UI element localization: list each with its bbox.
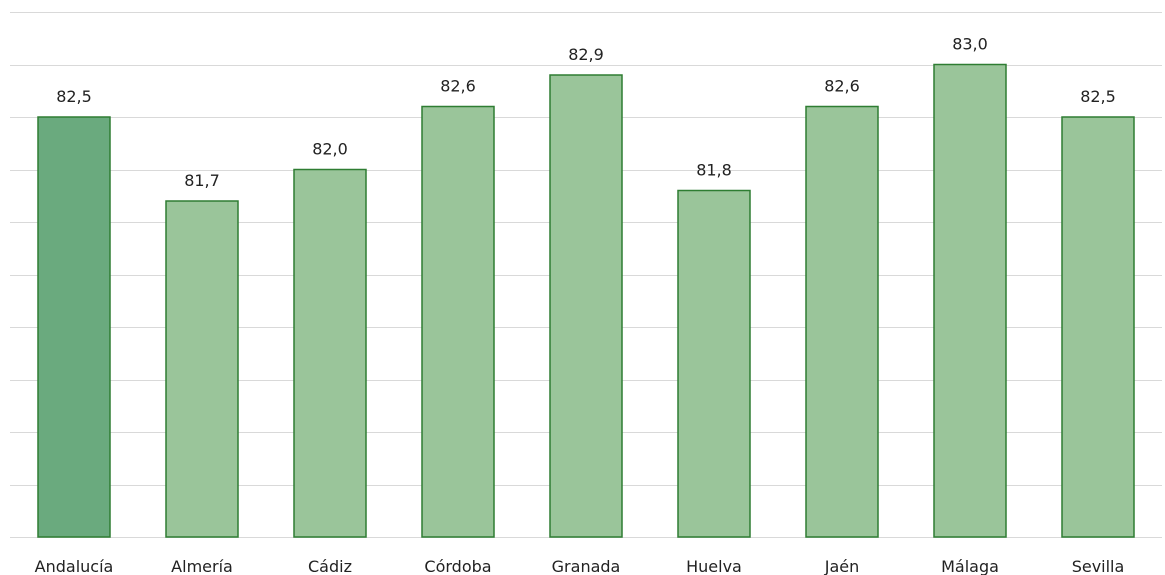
data-label: 83,0 (952, 35, 988, 54)
x-tick-label: Sevilla (1072, 557, 1125, 575)
x-tick-label: Málaga (941, 557, 999, 575)
data-label: 81,8 (696, 161, 732, 180)
bar-jaén (805, 105, 879, 538)
data-label: 82,0 (312, 140, 348, 159)
bar-granada (549, 74, 623, 538)
x-tick-label: Andalucía (35, 557, 114, 575)
bar-córdoba (421, 105, 495, 538)
x-tick-label: Granada (552, 557, 621, 575)
x-tick-label: Huelva (686, 557, 742, 575)
bar-cádiz (293, 168, 367, 538)
x-tick-label: Almería (171, 557, 233, 575)
x-tick-label: Jaén (824, 557, 860, 575)
data-label: 82,5 (1080, 87, 1116, 106)
data-label: 81,7 (184, 171, 220, 190)
x-tick-label: Cádiz (308, 557, 352, 575)
data-label: 82,6 (824, 77, 860, 96)
x-tick-labels: Andalucía Almería Cádiz Córdoba Granada Huelv… (35, 557, 1125, 575)
x-tick-label: Córdoba (424, 557, 491, 575)
data-label: 82,6 (440, 77, 476, 96)
data-label: 82,5 (56, 87, 92, 106)
data-label: 82,9 (568, 45, 604, 64)
bar-almería (165, 200, 239, 538)
bar-andalucía (37, 116, 111, 538)
bar-huelva (677, 189, 751, 538)
bar-málaga (933, 63, 1007, 538)
data-labels: 82,5 81,7 82,0 82,6 82,9 81,8 82,6 83,0 82,5 (56, 35, 1116, 191)
bars (37, 63, 1135, 538)
bar-sevilla (1061, 116, 1135, 538)
